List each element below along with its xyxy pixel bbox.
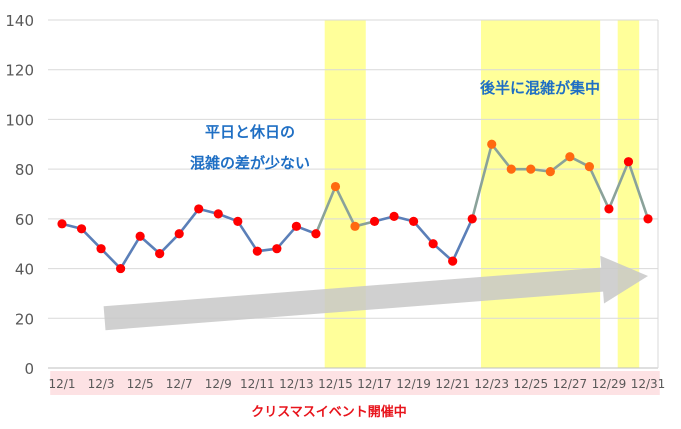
- data-point: [409, 216, 419, 226]
- line-segment: [412, 220, 435, 246]
- data-point: [252, 246, 262, 256]
- trend-arrow: [103, 255, 649, 331]
- y-tick-label: 140: [5, 12, 34, 30]
- data-point: [604, 204, 614, 214]
- line-segment: [470, 142, 494, 221]
- y-axis-labels: 0 20 40 60 80 100 120 140: [5, 12, 34, 378]
- data-point: [526, 164, 536, 174]
- event-period-band: [50, 371, 660, 395]
- x-tick-label: 12/5: [127, 377, 154, 391]
- data-point: [155, 249, 165, 259]
- data-point: [135, 231, 145, 241]
- data-point: [194, 204, 204, 214]
- data-point: [291, 221, 301, 231]
- data-point: [96, 244, 106, 254]
- highlight-band: [324, 20, 366, 368]
- y-tick-label: 60: [15, 211, 34, 229]
- data-point: [389, 211, 399, 221]
- data-point: [506, 164, 516, 174]
- x-tick-label: 12/21: [435, 377, 470, 391]
- line-segment: [334, 185, 357, 228]
- x-tick-label: 12/3: [88, 377, 115, 391]
- y-tick-label: 80: [15, 161, 34, 179]
- x-tick-label: 12/19: [396, 377, 431, 391]
- data-point: [467, 214, 477, 224]
- data-point: [448, 256, 458, 266]
- data-point: [565, 152, 575, 162]
- x-axis-labels: 12/1 12/3 12/5 12/7 12/9 12/11 12/13 12/15 12/17…: [49, 377, 666, 420]
- data-point: [584, 162, 595, 172]
- line-segment: [588, 165, 611, 211]
- x-tick-label: 12/23: [474, 377, 509, 391]
- y-tick-label: 120: [5, 62, 34, 80]
- gridlines: [48, 19, 659, 369]
- data-point: [643, 214, 653, 224]
- y-tick-label: 40: [15, 261, 34, 279]
- x-tick-label: 12/17: [357, 377, 392, 391]
- x-tick-label: 12/11: [240, 377, 275, 391]
- x-tick-label: 12/1: [49, 377, 76, 391]
- data-point: [272, 244, 282, 254]
- series-markers: [57, 139, 653, 274]
- line-segment: [490, 142, 513, 171]
- y-tick-label: 0: [24, 360, 34, 378]
- data-point: [213, 209, 223, 219]
- line-segment: [119, 234, 142, 270]
- x-tick-label: 12/9: [205, 377, 232, 391]
- data-point: [545, 167, 555, 177]
- annotation-late-month: 後半に混雑が集中: [479, 79, 600, 97]
- line-segment: [236, 220, 259, 253]
- x-tick-label: 12/25: [514, 377, 549, 391]
- x-tick-label: 12/15: [318, 377, 353, 391]
- event-label: クリスマスイベント開催中: [251, 404, 407, 420]
- x-tick-label: 12/29: [592, 377, 627, 391]
- line-segment: [451, 217, 474, 263]
- data-point: [311, 229, 321, 239]
- data-point: [623, 157, 634, 167]
- highlight-band: [617, 20, 640, 368]
- line-segment: [177, 207, 201, 236]
- x-tick-label: 12/31: [631, 377, 666, 391]
- line-segment: [80, 227, 103, 250]
- data-point: [174, 229, 184, 239]
- data-point: [350, 221, 360, 231]
- data-point: [487, 139, 497, 149]
- x-tick-label: 12/7: [166, 377, 193, 391]
- line-segment: [275, 225, 298, 250]
- trend-arrow-shape: [103, 255, 649, 331]
- data-point: [57, 219, 67, 229]
- annotation-weekday: 混雑の差が少ない: [190, 154, 310, 172]
- annotation-weekday: 平日と休日の: [205, 123, 295, 141]
- data-point: [116, 263, 126, 274]
- data-point: [76, 224, 87, 234]
- line-segment: [607, 160, 630, 211]
- x-tick-label: 12/27: [553, 377, 588, 391]
- y-tick-label: 100: [5, 111, 34, 129]
- x-tick-label: 12/13: [279, 377, 314, 391]
- event-period-band: [50, 371, 660, 395]
- data-point: [233, 216, 243, 226]
- data-point: [330, 181, 341, 192]
- y-tick-label: 20: [15, 310, 34, 328]
- line-segment: [314, 185, 337, 236]
- line-segment: [99, 247, 122, 270]
- highlight-band: [480, 20, 601, 368]
- line-segment: [158, 232, 181, 255]
- line-segment: [627, 160, 650, 221]
- data-point: [369, 216, 380, 226]
- data-point: [428, 239, 438, 249]
